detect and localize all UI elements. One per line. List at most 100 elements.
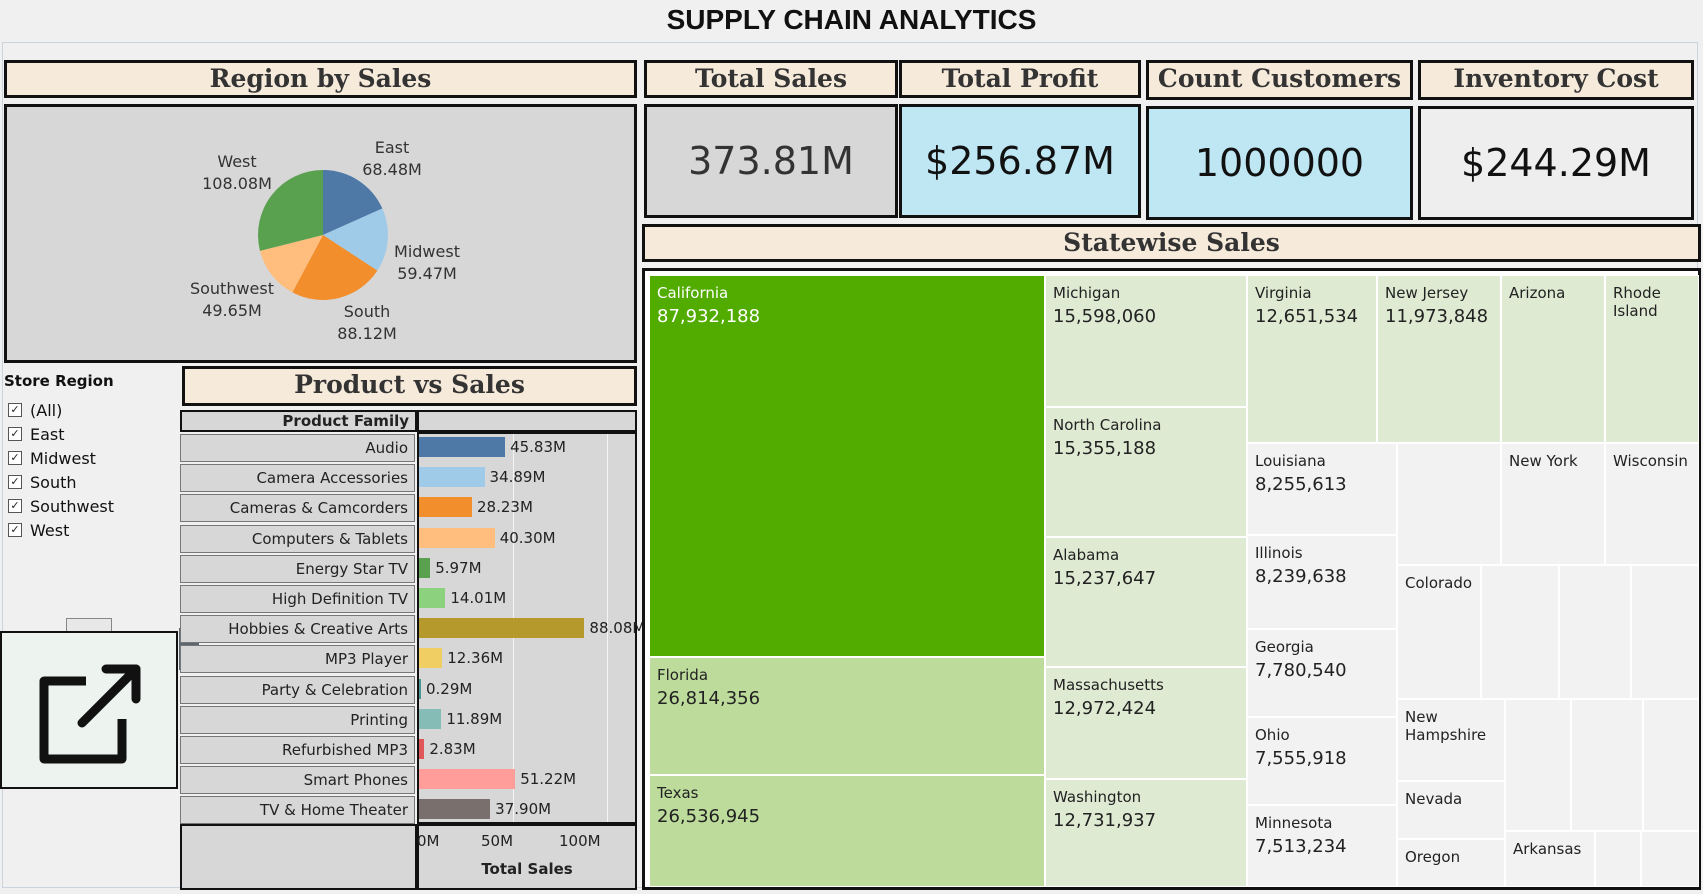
- product-bar-label: 14.01M: [450, 589, 507, 607]
- treemap-tile[interactable]: Michigan 15,598,060: [1045, 275, 1247, 407]
- treemap-tile[interactable]: Rhode Island: [1605, 275, 1699, 443]
- treemap-tile[interactable]: Louisiana 8,255,613: [1247, 443, 1397, 535]
- state-name: Illinois: [1255, 544, 1303, 562]
- treemap-tile[interactable]: Ohio 7,555,918: [1247, 717, 1397, 805]
- state-sales-value: 15,237,647: [1053, 568, 1157, 589]
- product-bar[interactable]: [419, 769, 516, 790]
- filter-option[interactable]: ✓ South: [8, 470, 114, 494]
- filter-option[interactable]: ✓ Southwest: [8, 494, 114, 518]
- state-name: Arizona: [1509, 284, 1566, 302]
- product-bar[interactable]: [419, 557, 431, 578]
- state-name: North Carolina: [1053, 416, 1162, 434]
- filter-option[interactable]: ✓ West: [8, 518, 114, 542]
- state-name: California: [657, 284, 729, 302]
- state-sales-value: 12,651,534: [1255, 306, 1359, 327]
- filter-title: Store Region: [4, 372, 114, 390]
- treemap-tile[interactable]: [1505, 699, 1571, 831]
- product-family-label: Smart Phones: [180, 766, 415, 795]
- filter-option[interactable]: ✓ Midwest: [8, 446, 114, 470]
- treemap-title: Statewise Sales: [642, 224, 1701, 262]
- treemap-tile[interactable]: New York: [1501, 443, 1605, 565]
- product-family-label: TV & Home Theater: [180, 796, 415, 825]
- statewise-treemap[interactable]: California 87,932,188 Florida 26,814,356 Tex…: [642, 268, 1701, 890]
- treemap-tile[interactable]: Texas 26,536,945: [649, 775, 1045, 887]
- region-pie-chart[interactable]: [7, 107, 634, 360]
- checkbox[interactable]: ✓: [8, 499, 22, 513]
- treemap-tile[interactable]: Colorado: [1397, 565, 1481, 699]
- checkbox[interactable]: ✓: [8, 427, 22, 441]
- filter-option[interactable]: ✓ East: [8, 422, 114, 446]
- treemap-tile[interactable]: Georgia 7,780,540: [1247, 629, 1397, 717]
- open-external-icon[interactable]: [2, 633, 176, 787]
- treemap-tile[interactable]: California 87,932,188: [649, 275, 1045, 657]
- state-sales-value: 12,731,937: [1053, 810, 1157, 831]
- pie-label-east: East 68.48M: [362, 138, 422, 179]
- treemap-tile[interactable]: Minnesota 7,513,234: [1247, 805, 1397, 887]
- product-bar[interactable]: [419, 588, 446, 608]
- treemap-tile[interactable]: Florida 26,814,356: [649, 657, 1045, 775]
- product-bar-label: 40.30M: [499, 528, 556, 547]
- pie-slice-west[interactable]: [258, 170, 323, 251]
- treemap-tile[interactable]: Arizona: [1501, 275, 1605, 443]
- state-sales-value: 8,255,613: [1255, 474, 1347, 495]
- treemap-tile[interactable]: [1631, 565, 1699, 699]
- kpi-title-total-sales: Total Sales: [644, 60, 898, 98]
- treemap-tile[interactable]: [1571, 699, 1643, 831]
- product-bar[interactable]: [419, 497, 473, 518]
- checkbox[interactable]: ✓: [8, 475, 22, 489]
- checkbox[interactable]: ✓: [8, 451, 22, 465]
- treemap-tile[interactable]: [1481, 565, 1559, 699]
- treemap-tile[interactable]: New Jersey 11,973,848: [1377, 275, 1501, 443]
- kpi-title-count-customers: Count Customers: [1146, 60, 1413, 100]
- product-bar-label: 88.08M: [589, 619, 646, 638]
- treemap-tile[interactable]: Alabama 15,237,647: [1045, 537, 1247, 667]
- treemap-tile[interactable]: [1559, 565, 1631, 699]
- product-bar[interactable]: [419, 739, 425, 759]
- product-bar[interactable]: [419, 678, 421, 699]
- treemap-tile[interactable]: Virginia 12,651,534: [1247, 275, 1377, 443]
- pie-label-south: South 88.12M: [337, 302, 397, 343]
- product-bar-chart[interactable]: Product Family 0M 50M 100M Total Sales A…: [180, 410, 645, 890]
- region-pie-panel[interactable]: East 68.48M Midwest 59.47M South 88.12M Sou…: [4, 104, 637, 363]
- product-bar[interactable]: [419, 527, 495, 548]
- filter-option[interactable]: ✓ (All): [8, 398, 114, 422]
- treemap-tile[interactable]: [1397, 443, 1501, 565]
- pie-slice-midwest[interactable]: [323, 208, 388, 271]
- state-sales-value: 26,536,945: [657, 806, 761, 827]
- product-family-label: MP3 Player: [180, 645, 415, 674]
- checkbox[interactable]: ✓: [8, 523, 22, 537]
- product-bar[interactable]: [419, 648, 443, 669]
- checkbox[interactable]: ✓: [8, 403, 22, 417]
- product-bar[interactable]: [419, 708, 442, 729]
- product-bar[interactable]: [419, 437, 506, 457]
- state-sales-value: 26,814,356: [657, 688, 761, 709]
- treemap-tile[interactable]: [1643, 699, 1699, 831]
- treemap-tile[interactable]: [1595, 831, 1641, 887]
- treemap-tile[interactable]: Oregon: [1397, 839, 1505, 887]
- state-sales-value: 11,973,848: [1385, 306, 1489, 327]
- state-name: Florida: [657, 666, 709, 684]
- x-axis-title: Total Sales: [481, 860, 573, 878]
- treemap-tile[interactable]: Arkansas: [1505, 831, 1595, 887]
- treemap-tile[interactable]: North Carolina 15,355,188: [1045, 407, 1247, 537]
- pie-slice-east[interactable]: [323, 170, 383, 235]
- open-external-widget[interactable]: [0, 631, 178, 789]
- product-bar[interactable]: [419, 799, 491, 820]
- state-name: Texas: [657, 784, 699, 802]
- product-bar[interactable]: [419, 618, 585, 639]
- treemap-tile[interactable]: Washington 12,731,937: [1045, 779, 1247, 887]
- drag-handle[interactable]: [66, 618, 112, 632]
- pie-slice-south[interactable]: [292, 235, 378, 300]
- treemap-tile[interactable]: Illinois 8,239,638: [1247, 535, 1397, 629]
- state-sales-value: 7,513,234: [1255, 836, 1347, 857]
- product-bar[interactable]: [419, 467, 485, 488]
- pie-slice-southwest[interactable]: [259, 235, 323, 293]
- treemap-tile[interactable]: New Hampshire: [1397, 699, 1505, 781]
- treemap-tile[interactable]: Nevada: [1397, 781, 1505, 839]
- product-family-label: High Definition TV: [180, 585, 415, 613]
- region-filter-list: ✓ (All) ✓ East ✓ Midwest ✓ South ✓ Southwest ✓ West: [8, 398, 114, 542]
- treemap-tile[interactable]: Wisconsin: [1605, 443, 1699, 565]
- state-sales-value: 8,239,638: [1255, 566, 1347, 587]
- treemap-tile[interactable]: [1641, 831, 1699, 887]
- treemap-tile[interactable]: Massachusetts 12,972,424: [1045, 667, 1247, 779]
